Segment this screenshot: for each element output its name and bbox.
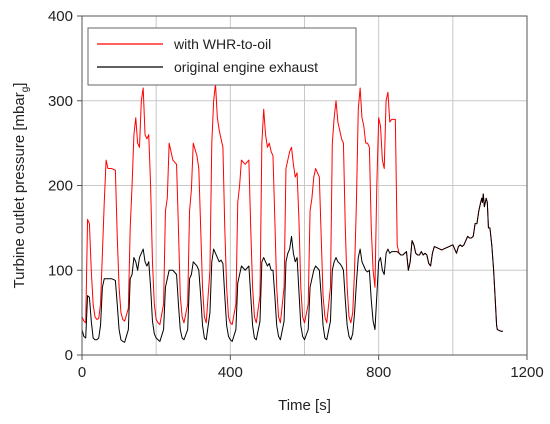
y-tick-label: 400 [48, 8, 73, 25]
y-axis-title-close: ] [11, 83, 28, 87]
legend-label-with-whr-to-oil: with WHR-to-oil [173, 36, 271, 52]
axis-ticks: 0 400 800 1200 0 100 200 300 400 [48, 8, 544, 381]
x-axis-title: Time [s] [278, 397, 331, 414]
y-axis-title: Turbine outlet pressure [mbarg] [11, 83, 31, 289]
y-axis-title-subscript: g [20, 87, 31, 93]
series-line-original-engine-exhaust [81, 193, 503, 343]
y-tick-label: 300 [48, 93, 73, 110]
x-tick-label: 0 [78, 364, 86, 381]
plot-series [81, 83, 503, 343]
y-tick-label: 200 [48, 178, 73, 195]
legend-label-original-engine-exhaust: original engine exhaust [174, 59, 318, 75]
x-tick-label: 800 [366, 364, 391, 381]
legend: with WHR-to-oil original engine exhaust [87, 27, 357, 86]
y-tick-label: 100 [48, 262, 73, 279]
x-tick-label: 400 [218, 364, 243, 381]
y-tick-label: 0 [65, 347, 73, 364]
legend-box [87, 27, 357, 86]
y-axis-title-main: Turbine outlet pressure [mbar [11, 92, 28, 288]
x-tick-label: 1200 [510, 364, 543, 381]
